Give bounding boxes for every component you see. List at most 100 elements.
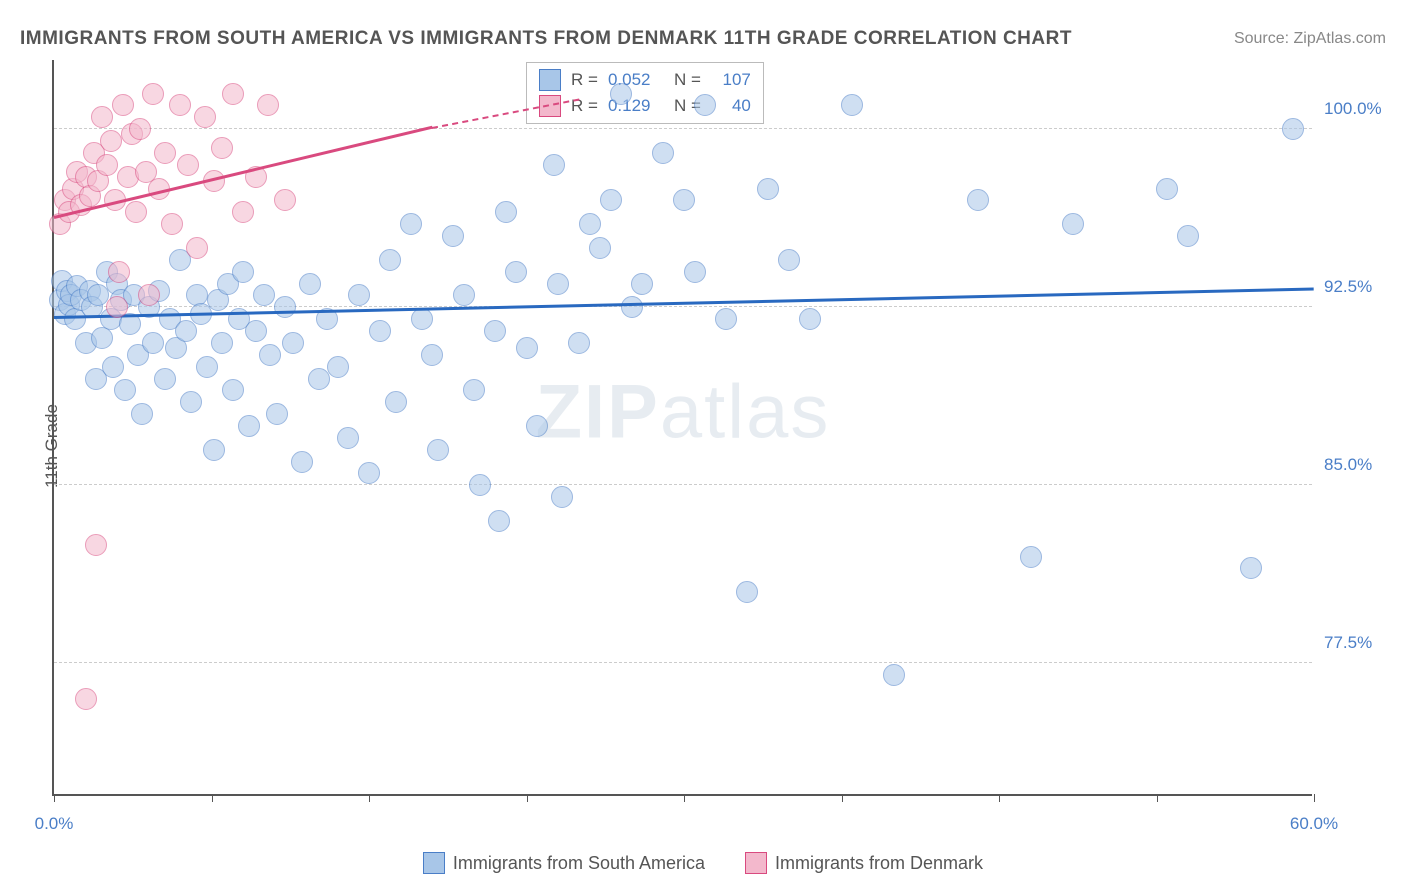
data-point [196, 356, 218, 378]
data-point [621, 296, 643, 318]
gridline [54, 662, 1312, 663]
data-point [652, 142, 674, 164]
data-point [715, 308, 737, 330]
legend-item: Immigrants from South America [423, 852, 705, 874]
legend-label: Immigrants from Denmark [775, 853, 983, 874]
x-tick [527, 794, 528, 802]
data-point [427, 439, 449, 461]
data-point [379, 249, 401, 271]
data-point [841, 94, 863, 116]
data-point [600, 189, 622, 211]
data-point [1282, 118, 1304, 140]
gridline [54, 128, 1312, 129]
data-point [161, 213, 183, 235]
data-point [131, 403, 153, 425]
data-point [282, 332, 304, 354]
data-point [526, 415, 548, 437]
data-point [568, 332, 590, 354]
data-point [274, 296, 296, 318]
chart-title: IMMIGRANTS FROM SOUTH AMERICA VS IMMIGRA… [20, 28, 1072, 50]
data-point [291, 451, 313, 473]
data-point [411, 308, 433, 330]
data-point [551, 486, 573, 508]
data-point [96, 154, 118, 176]
data-point [245, 320, 267, 342]
x-tick [54, 794, 55, 802]
data-point [505, 261, 527, 283]
data-point [1177, 225, 1199, 247]
data-point [180, 391, 202, 413]
data-point [799, 308, 821, 330]
data-point [308, 368, 330, 390]
data-point [579, 213, 601, 235]
legend-label: Immigrants from South America [453, 853, 705, 874]
x-tick [999, 794, 1000, 802]
data-point [484, 320, 506, 342]
data-point [1062, 213, 1084, 235]
data-point [129, 118, 151, 140]
data-point [453, 284, 475, 306]
data-point [222, 83, 244, 105]
watermark-light: atlas [660, 370, 831, 455]
data-point [100, 130, 122, 152]
gridline [54, 306, 1312, 307]
data-point [138, 284, 160, 306]
data-point [114, 379, 136, 401]
data-point [154, 142, 176, 164]
x-tick [842, 794, 843, 802]
data-point [684, 261, 706, 283]
data-point [631, 273, 653, 295]
source-link[interactable]: ZipAtlas.com [1294, 30, 1386, 47]
x-tick-label: 60.0% [1290, 814, 1338, 834]
trend-line [54, 288, 1314, 319]
data-point [610, 83, 632, 105]
data-point [547, 273, 569, 295]
data-point [778, 249, 800, 271]
y-tick-label: 92.5% [1324, 277, 1394, 297]
y-tick-label: 77.5% [1324, 633, 1394, 653]
data-point [883, 664, 905, 686]
data-point [85, 534, 107, 556]
data-point [1020, 546, 1042, 568]
data-point [385, 391, 407, 413]
data-point [369, 320, 391, 342]
data-point [266, 403, 288, 425]
x-tick [369, 794, 370, 802]
data-point [186, 237, 208, 259]
data-point [238, 415, 260, 437]
data-point [177, 154, 199, 176]
stats-n-value: 40 [711, 96, 751, 116]
data-point [348, 284, 370, 306]
data-point [259, 344, 281, 366]
x-tick [1157, 794, 1158, 802]
source-attribution: Source: ZipAtlas.com [1234, 30, 1386, 48]
data-point [757, 178, 779, 200]
data-point [488, 510, 510, 532]
x-tick [212, 794, 213, 802]
y-tick-label: 85.0% [1324, 455, 1394, 475]
x-tick [684, 794, 685, 802]
stats-legend-box: R =0.052N =107R =0.129N =40 [526, 62, 764, 124]
data-point [142, 332, 164, 354]
data-point [125, 201, 147, 223]
y-tick-label: 100.0% [1324, 99, 1394, 119]
data-point [327, 356, 349, 378]
source-prefix: Source: [1234, 30, 1294, 47]
stats-n-value: 107 [711, 70, 751, 90]
data-point [211, 137, 233, 159]
data-point [142, 83, 164, 105]
legend-swatch [745, 852, 767, 874]
data-point [169, 94, 191, 116]
data-point [232, 201, 254, 223]
data-point [232, 261, 254, 283]
data-point [222, 379, 244, 401]
data-point [589, 237, 611, 259]
legend: Immigrants from South America Immigrants … [0, 852, 1406, 874]
data-point [108, 261, 130, 283]
data-point [516, 337, 538, 359]
data-point [203, 439, 225, 461]
data-point [400, 213, 422, 235]
data-point [299, 273, 321, 295]
legend-item: Immigrants from Denmark [745, 852, 983, 874]
series-swatch [539, 69, 561, 91]
